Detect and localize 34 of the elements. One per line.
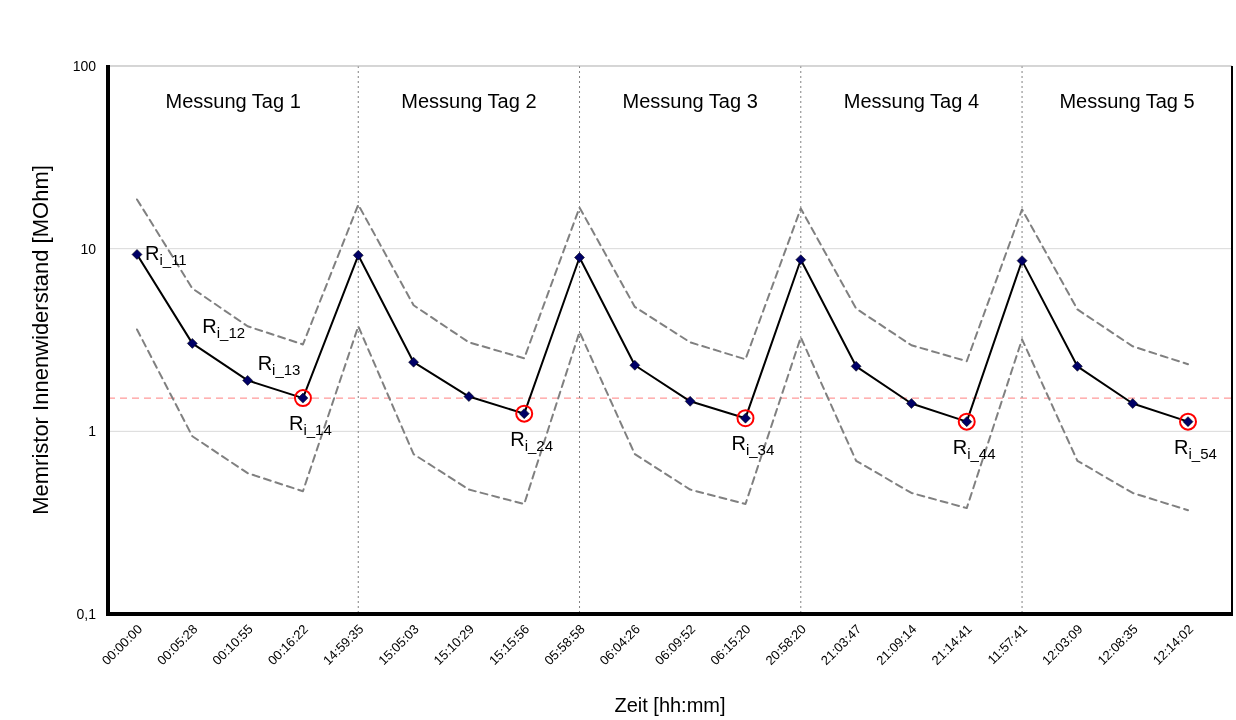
- annotation: Messung Tag 1: [165, 90, 301, 112]
- annotation: Messung Tag 5: [1059, 90, 1195, 112]
- y-tick-label: 1: [88, 423, 97, 440]
- point: [906, 398, 917, 409]
- point: [1127, 398, 1138, 409]
- point: [850, 361, 862, 372]
- point: [187, 338, 198, 349]
- point: [684, 396, 696, 407]
- annotation: Messung Tag 3: [622, 90, 758, 112]
- y-tick-label: 100: [72, 57, 97, 74]
- annotation: R$_{i_12}$: [202, 315, 246, 341]
- annotation: R$_{i_34}$: [731, 432, 775, 458]
- annotation: R$_{i_13}$: [257, 352, 301, 378]
- point: [795, 254, 807, 265]
- x-axis-title: Zeit [hh:mm]: [614, 694, 726, 716]
- annotation: R$_{i_54}$: [1174, 435, 1217, 462]
- point: [574, 252, 585, 263]
- point: [242, 375, 253, 386]
- point: [131, 249, 143, 260]
- y-tick-label: 10: [80, 240, 97, 257]
- annotation: R$_{i_11}$: [145, 242, 187, 268]
- annotation: Messung Tag 2: [401, 90, 537, 112]
- annotation: Messung Tag 4: [843, 90, 980, 112]
- point: [353, 250, 364, 261]
- y-tick-label: 0,1: [76, 605, 97, 622]
- point: [408, 356, 419, 368]
- point: [629, 360, 641, 371]
- point: [463, 391, 475, 402]
- annotation: R$_{i_14}$: [288, 412, 332, 438]
- y-axis-title: Memristor Innenwiderstand [MOhm]: [28, 165, 53, 515]
- point: [1016, 255, 1028, 266]
- annotation: R$_{i_44}$: [952, 435, 996, 462]
- annotation: R$_{i_24}$: [510, 427, 554, 454]
- point: [1072, 361, 1083, 372]
